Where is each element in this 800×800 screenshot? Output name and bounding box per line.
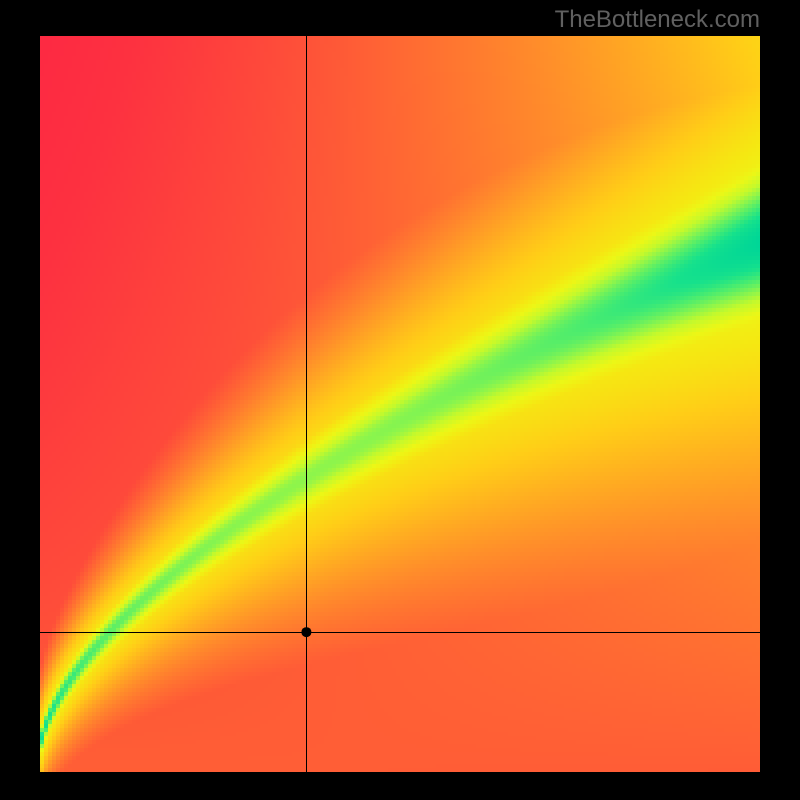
watermark-text: TheBottleneck.com — [555, 6, 760, 34]
chart-container: TheBottleneck.com — [0, 0, 800, 800]
heatmap-canvas — [0, 0, 800, 800]
